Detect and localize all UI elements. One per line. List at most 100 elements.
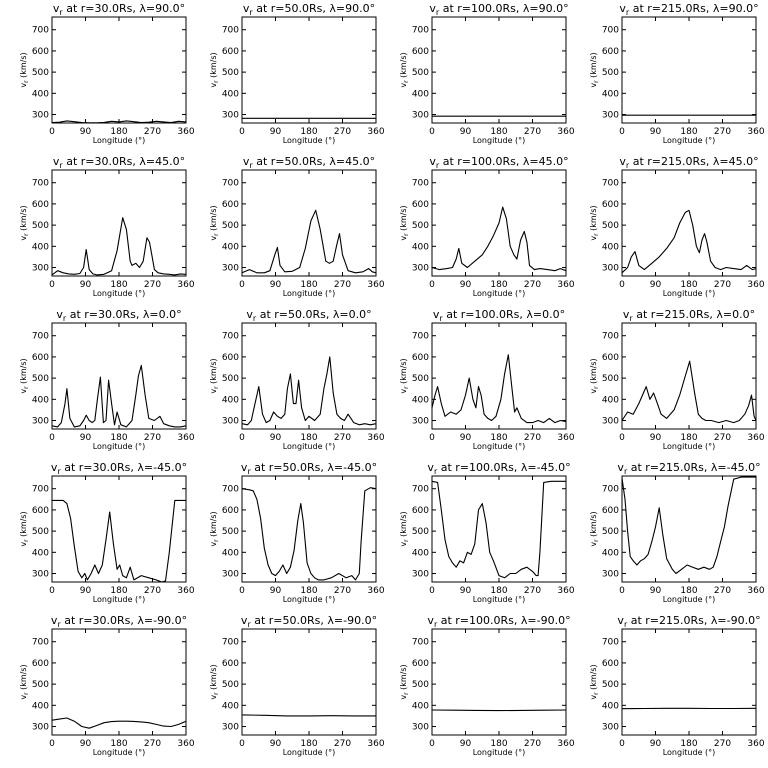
x-tick-label: 0 [49,127,55,137]
panel-title-subscript: r [249,8,253,17]
panel-title: vr at r=215.0Rs, λ=-90.0° [617,614,760,629]
y-tick-label: 500 [32,527,49,537]
y-axis-label-symbol: v [19,695,28,700]
y-tick-label: 300 [32,417,49,427]
chart-panel: vr at r=100.0Rs, λ=-90.0°0 90 180 270 360300… [399,614,575,757]
y-axis-label-rest: (km/s) [589,358,598,386]
chart-panel: vr at r=100.0Rs, λ=45.0°0 90 180 270 3603004… [399,155,575,298]
y-axis-label: vr (km/s) [19,664,30,699]
panel-title: vr at r=100.0Rs, λ=-90.0° [427,614,570,629]
x-tick-label: 270 [334,739,351,749]
x-tick-label: 360 [747,127,764,137]
x-axis-label: Longitude (°) [283,442,336,451]
y-axis-label-subscript: r [403,539,410,542]
y-tick-label: 300 [222,417,239,427]
y-axis-label: vr (km/s) [209,664,220,699]
panel-title: vr at r=50.0Rs, λ=45.0° [243,155,375,170]
panel-title-subscript: r [253,314,257,323]
panel-title: vr at r=50.0Rs, λ=-90.0° [241,614,377,629]
chart-panel: vr at r=100.0Rs, λ=90.0°0 90 180 270 3603004… [399,2,575,145]
panel-title-subscript: r [624,467,628,476]
y-axis-label: vr (km/s) [209,511,220,546]
x-tick-label: 270 [714,433,731,443]
panel-title-subscript: r [59,161,63,170]
series-line [51,364,187,428]
chart-panel: vr at r=50.0Rs, λ=-45.0°0 90 180 270 3603004… [209,461,385,604]
y-axis-label-rest: (km/s) [589,52,598,80]
x-tick-label: 270 [714,280,731,290]
y-axis-label-symbol: v [589,389,598,394]
x-tick-label: 360 [177,586,194,596]
panel-title: vr at r=215.0Rs, λ=0.0° [623,308,755,323]
panel-title-symbol: v [241,461,248,474]
y-tick-label: 300 [412,723,429,733]
panel-title: vr at r=100.0Rs, λ=45.0° [429,155,568,170]
x-tick-label: 0 [429,127,435,137]
panel-title: vr at r=100.0Rs, λ=90.0° [429,2,568,17]
x-axis-label: Longitude (°) [93,136,146,145]
panel-title-symbol: v [56,308,63,321]
y-tick-label: 500 [412,680,429,690]
plot-frame [51,628,187,736]
y-tick-label: 600 [32,506,49,516]
x-tick-label: 0 [619,280,625,290]
x-tick-label: 90 [270,586,282,596]
series-line [241,714,376,717]
x-tick-label: 270 [714,586,731,596]
y-tick-label: 700 [412,26,429,36]
x-tick-label: 180 [110,433,127,443]
y-tick-label: 300 [412,417,429,427]
y-tick-label: 700 [32,485,49,495]
x-tick-label: 0 [49,433,55,443]
chart-panel: vr at r=215.0Rs, λ=-45.0°0 90 180 270 360300… [589,461,765,604]
x-tick-label: 270 [334,127,351,137]
y-tick-label: 500 [412,68,429,78]
y-tick-label: 500 [412,374,429,384]
y-axis-label-subscript: r [593,386,600,389]
x-tick-label: 90 [460,127,472,137]
y-tick-label: 600 [32,353,49,363]
y-axis-label-subscript: r [403,233,410,236]
x-tick-label: 0 [239,127,245,137]
plot-frame [431,16,567,124]
x-tick-label: 90 [80,433,92,443]
x-tick-label: 360 [557,433,574,443]
y-tick-label: 400 [602,242,619,252]
x-tick-label: 0 [619,127,625,137]
y-tick-label: 700 [602,485,619,495]
y-tick-label: 400 [32,548,49,558]
panel-title: vr at r=30.0Rs, λ=45.0° [53,155,185,170]
x-tick-label: 270 [144,739,161,749]
panel-title-symbol: v [427,614,434,627]
x-tick-label: 90 [650,433,662,443]
y-tick-label: 600 [412,659,429,669]
y-axis-label-symbol: v [589,542,598,547]
y-tick-label: 700 [32,638,49,648]
x-tick-label: 180 [490,127,507,137]
panel-title-subscript: r [249,161,253,170]
x-axis-label: Longitude (°) [663,595,716,604]
series-line [431,354,567,424]
panel-title-symbol: v [53,155,60,168]
y-axis-label-subscript: r [213,80,220,83]
y-tick-label: 400 [412,89,429,99]
y-tick-label: 500 [222,527,239,537]
y-tick-label: 300 [602,417,619,427]
y-tick-label: 600 [222,47,239,57]
y-tick-label: 300 [412,264,429,274]
series-line [241,487,377,581]
series-line [621,476,756,575]
y-tick-label: 600 [222,200,239,210]
x-tick-label: 0 [239,433,245,443]
y-axis-label: vr (km/s) [589,358,600,393]
chart-panel: vr at r=100.0Rs, λ=-45.0°0 90 180 270 360300… [399,461,575,604]
panel-title-symbol: v [623,308,630,321]
x-tick-label: 180 [680,433,697,443]
y-axis-label-subscript: r [23,233,30,236]
y-axis-label: vr (km/s) [399,205,410,240]
panel-title-rest: at r=100.0Rs, λ=-45.0° [437,461,570,474]
y-axis-label-subscript: r [213,539,220,542]
panel-title-symbol: v [433,308,440,321]
panel-title-rest: at r=215.0Rs, λ=-45.0° [627,461,760,474]
y-axis-label: vr (km/s) [399,664,410,699]
